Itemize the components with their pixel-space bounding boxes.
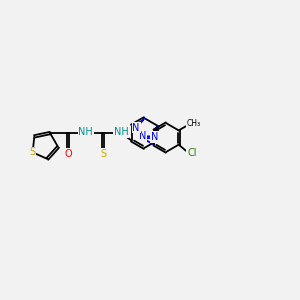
Text: NH: NH — [113, 128, 128, 137]
Text: NH: NH — [78, 128, 93, 137]
Text: S: S — [100, 149, 106, 159]
Text: N: N — [139, 131, 147, 141]
Text: O: O — [64, 149, 72, 159]
Text: N: N — [151, 132, 158, 142]
Text: Cl: Cl — [187, 148, 197, 158]
Text: CH₃: CH₃ — [187, 119, 201, 128]
Text: N: N — [132, 123, 140, 133]
Text: S: S — [30, 147, 36, 158]
